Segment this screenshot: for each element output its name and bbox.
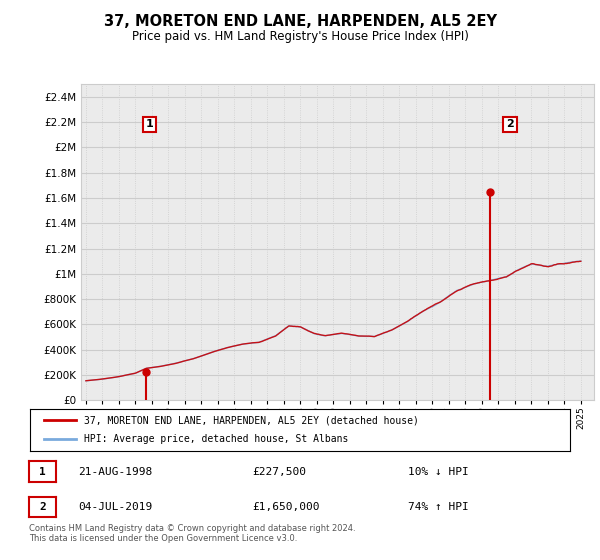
- Text: 74% ↑ HPI: 74% ↑ HPI: [408, 502, 469, 512]
- Text: 2: 2: [506, 119, 514, 129]
- Text: £1,650,000: £1,650,000: [252, 502, 320, 512]
- Text: 04-JUL-2019: 04-JUL-2019: [78, 502, 152, 512]
- Text: 10% ↓ HPI: 10% ↓ HPI: [408, 466, 469, 477]
- Text: This data is licensed under the Open Government Licence v3.0.: This data is licensed under the Open Gov…: [29, 534, 297, 543]
- Text: 1: 1: [145, 119, 153, 129]
- Text: 21-AUG-1998: 21-AUG-1998: [78, 466, 152, 477]
- Text: Price paid vs. HM Land Registry's House Price Index (HPI): Price paid vs. HM Land Registry's House …: [131, 30, 469, 43]
- Text: HPI: Average price, detached house, St Albans: HPI: Average price, detached house, St A…: [84, 435, 349, 445]
- Text: 1: 1: [39, 466, 46, 477]
- Text: 2: 2: [39, 502, 46, 512]
- Text: 37, MORETON END LANE, HARPENDEN, AL5 2EY (detached house): 37, MORETON END LANE, HARPENDEN, AL5 2EY…: [84, 415, 419, 425]
- Text: 37, MORETON END LANE, HARPENDEN, AL5 2EY: 37, MORETON END LANE, HARPENDEN, AL5 2EY: [104, 14, 497, 29]
- Text: Contains HM Land Registry data © Crown copyright and database right 2024.: Contains HM Land Registry data © Crown c…: [29, 524, 355, 533]
- Text: £227,500: £227,500: [252, 466, 306, 477]
